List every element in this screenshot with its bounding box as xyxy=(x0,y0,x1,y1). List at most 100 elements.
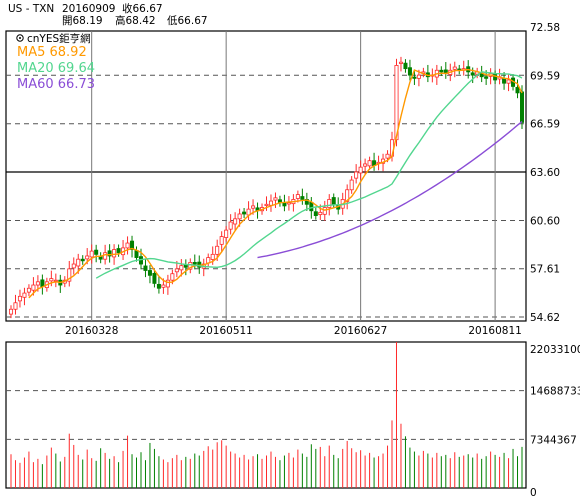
price-y-tick-label: 63.60 xyxy=(530,167,560,179)
header-close: 收66.67 xyxy=(122,2,163,15)
price-y-tick-label: 57.61 xyxy=(530,264,560,276)
candle-body xyxy=(22,292,27,298)
header-date: 20160909 xyxy=(62,3,115,15)
watermark-icon xyxy=(16,34,24,42)
candle-body xyxy=(26,287,31,293)
candle-body xyxy=(53,279,58,282)
candle-body xyxy=(228,221,233,230)
candle-body xyxy=(394,65,399,141)
candle-body xyxy=(89,250,94,258)
candle-body xyxy=(224,229,229,238)
candle-body xyxy=(403,62,408,70)
price-y-tick-label: 72.58 xyxy=(530,22,560,34)
candle-body xyxy=(94,249,99,255)
volume-y-tick-label: 22033100 xyxy=(530,344,580,356)
candle-body xyxy=(273,197,278,201)
candle-body xyxy=(237,213,242,220)
candle-body xyxy=(35,281,40,286)
candle-body xyxy=(112,249,117,258)
price-x-tick-label: 20160511 xyxy=(199,325,252,337)
candle-body xyxy=(506,79,511,84)
candle-body xyxy=(161,284,166,288)
legend: cnYES鉅亨網 MA5 68.92 MA20 69.64 MA60 66.73 xyxy=(16,32,95,92)
candle-body xyxy=(233,218,238,225)
candle-body xyxy=(268,200,273,206)
volume-y-axis: 22033100 14688733 7344367 0 xyxy=(530,344,580,499)
price-x-axis: 20160328 20160511 20160627 20160811 xyxy=(65,325,522,337)
candle-body xyxy=(156,283,161,289)
candle-body xyxy=(313,211,318,216)
header-open: 開68.19 xyxy=(62,15,103,27)
header-low: 低66.67 xyxy=(167,14,208,27)
candle-body xyxy=(398,61,403,64)
candle-body xyxy=(515,86,520,94)
legend-ma5: MA5 68.92 xyxy=(17,45,87,60)
candle-body xyxy=(134,250,139,258)
candle-body xyxy=(143,265,148,271)
candle-body xyxy=(85,255,90,260)
candle-body xyxy=(367,160,372,167)
price-y-tick-label: 69.59 xyxy=(530,70,560,82)
candle-body xyxy=(116,248,121,254)
ma5-line xyxy=(28,68,523,299)
candle-body xyxy=(349,179,354,191)
candle-body xyxy=(188,262,193,270)
candle-body xyxy=(76,258,81,267)
candle-body xyxy=(318,211,323,216)
price-y-tick-label: 60.60 xyxy=(530,215,560,227)
candle-body xyxy=(309,201,314,212)
candle-body xyxy=(484,76,489,79)
candle-body xyxy=(322,207,327,215)
candle-body xyxy=(479,73,484,78)
candle-body xyxy=(264,203,269,206)
candle-body xyxy=(49,278,54,282)
price-y-tick-label: 66.59 xyxy=(530,119,560,131)
candle-body xyxy=(295,194,300,199)
candle-body xyxy=(300,196,305,200)
candle-body xyxy=(520,91,525,123)
candle-body xyxy=(385,153,390,159)
candle-body xyxy=(174,268,179,273)
candle-body xyxy=(170,273,175,281)
price-x-tick-label: 20160811 xyxy=(468,325,521,337)
candle-body xyxy=(412,76,417,79)
candle-body xyxy=(439,69,444,73)
watermark: cnYES鉅亨網 xyxy=(27,32,91,45)
ma60-line xyxy=(257,120,523,259)
price-y-axis: 72.58 69.59 66.59 63.60 60.60 57.61 54.62 xyxy=(530,22,560,324)
candle-body xyxy=(130,240,135,250)
candle-body xyxy=(470,72,475,76)
price-x-tick-label: 20160627 xyxy=(334,325,387,337)
price-y-tick-label: 54.62 xyxy=(530,312,560,324)
volume-grid xyxy=(6,390,526,440)
candle-body xyxy=(331,197,336,205)
price-x-tick-label: 20160328 xyxy=(65,325,118,337)
price-series xyxy=(8,56,525,319)
candle-body xyxy=(71,263,76,269)
candle-body xyxy=(125,242,130,249)
price-panel xyxy=(5,30,527,322)
candle-body xyxy=(210,253,215,260)
header-high: 高68.42 xyxy=(115,14,156,27)
header-symbol: US - TXN xyxy=(8,3,54,15)
candle-body xyxy=(363,163,368,167)
candle-body xyxy=(31,284,36,291)
candle-body xyxy=(107,250,112,257)
candle-body xyxy=(8,308,13,315)
candle-body xyxy=(251,205,256,209)
candle-body xyxy=(286,202,291,205)
candle-body xyxy=(40,279,45,288)
candle-body xyxy=(67,268,72,282)
ma20-line xyxy=(95,71,523,279)
volume-y-tick-label: 0 xyxy=(530,487,537,499)
candle-body xyxy=(165,279,170,288)
candle-body xyxy=(215,245,220,255)
candle-body xyxy=(80,258,85,262)
candle-body xyxy=(416,74,421,79)
candle-body xyxy=(358,166,363,174)
legend-ma60: MA60 66.73 xyxy=(17,77,95,92)
candle-body xyxy=(192,262,197,265)
candle-body xyxy=(452,66,457,70)
candle-body xyxy=(13,302,18,310)
